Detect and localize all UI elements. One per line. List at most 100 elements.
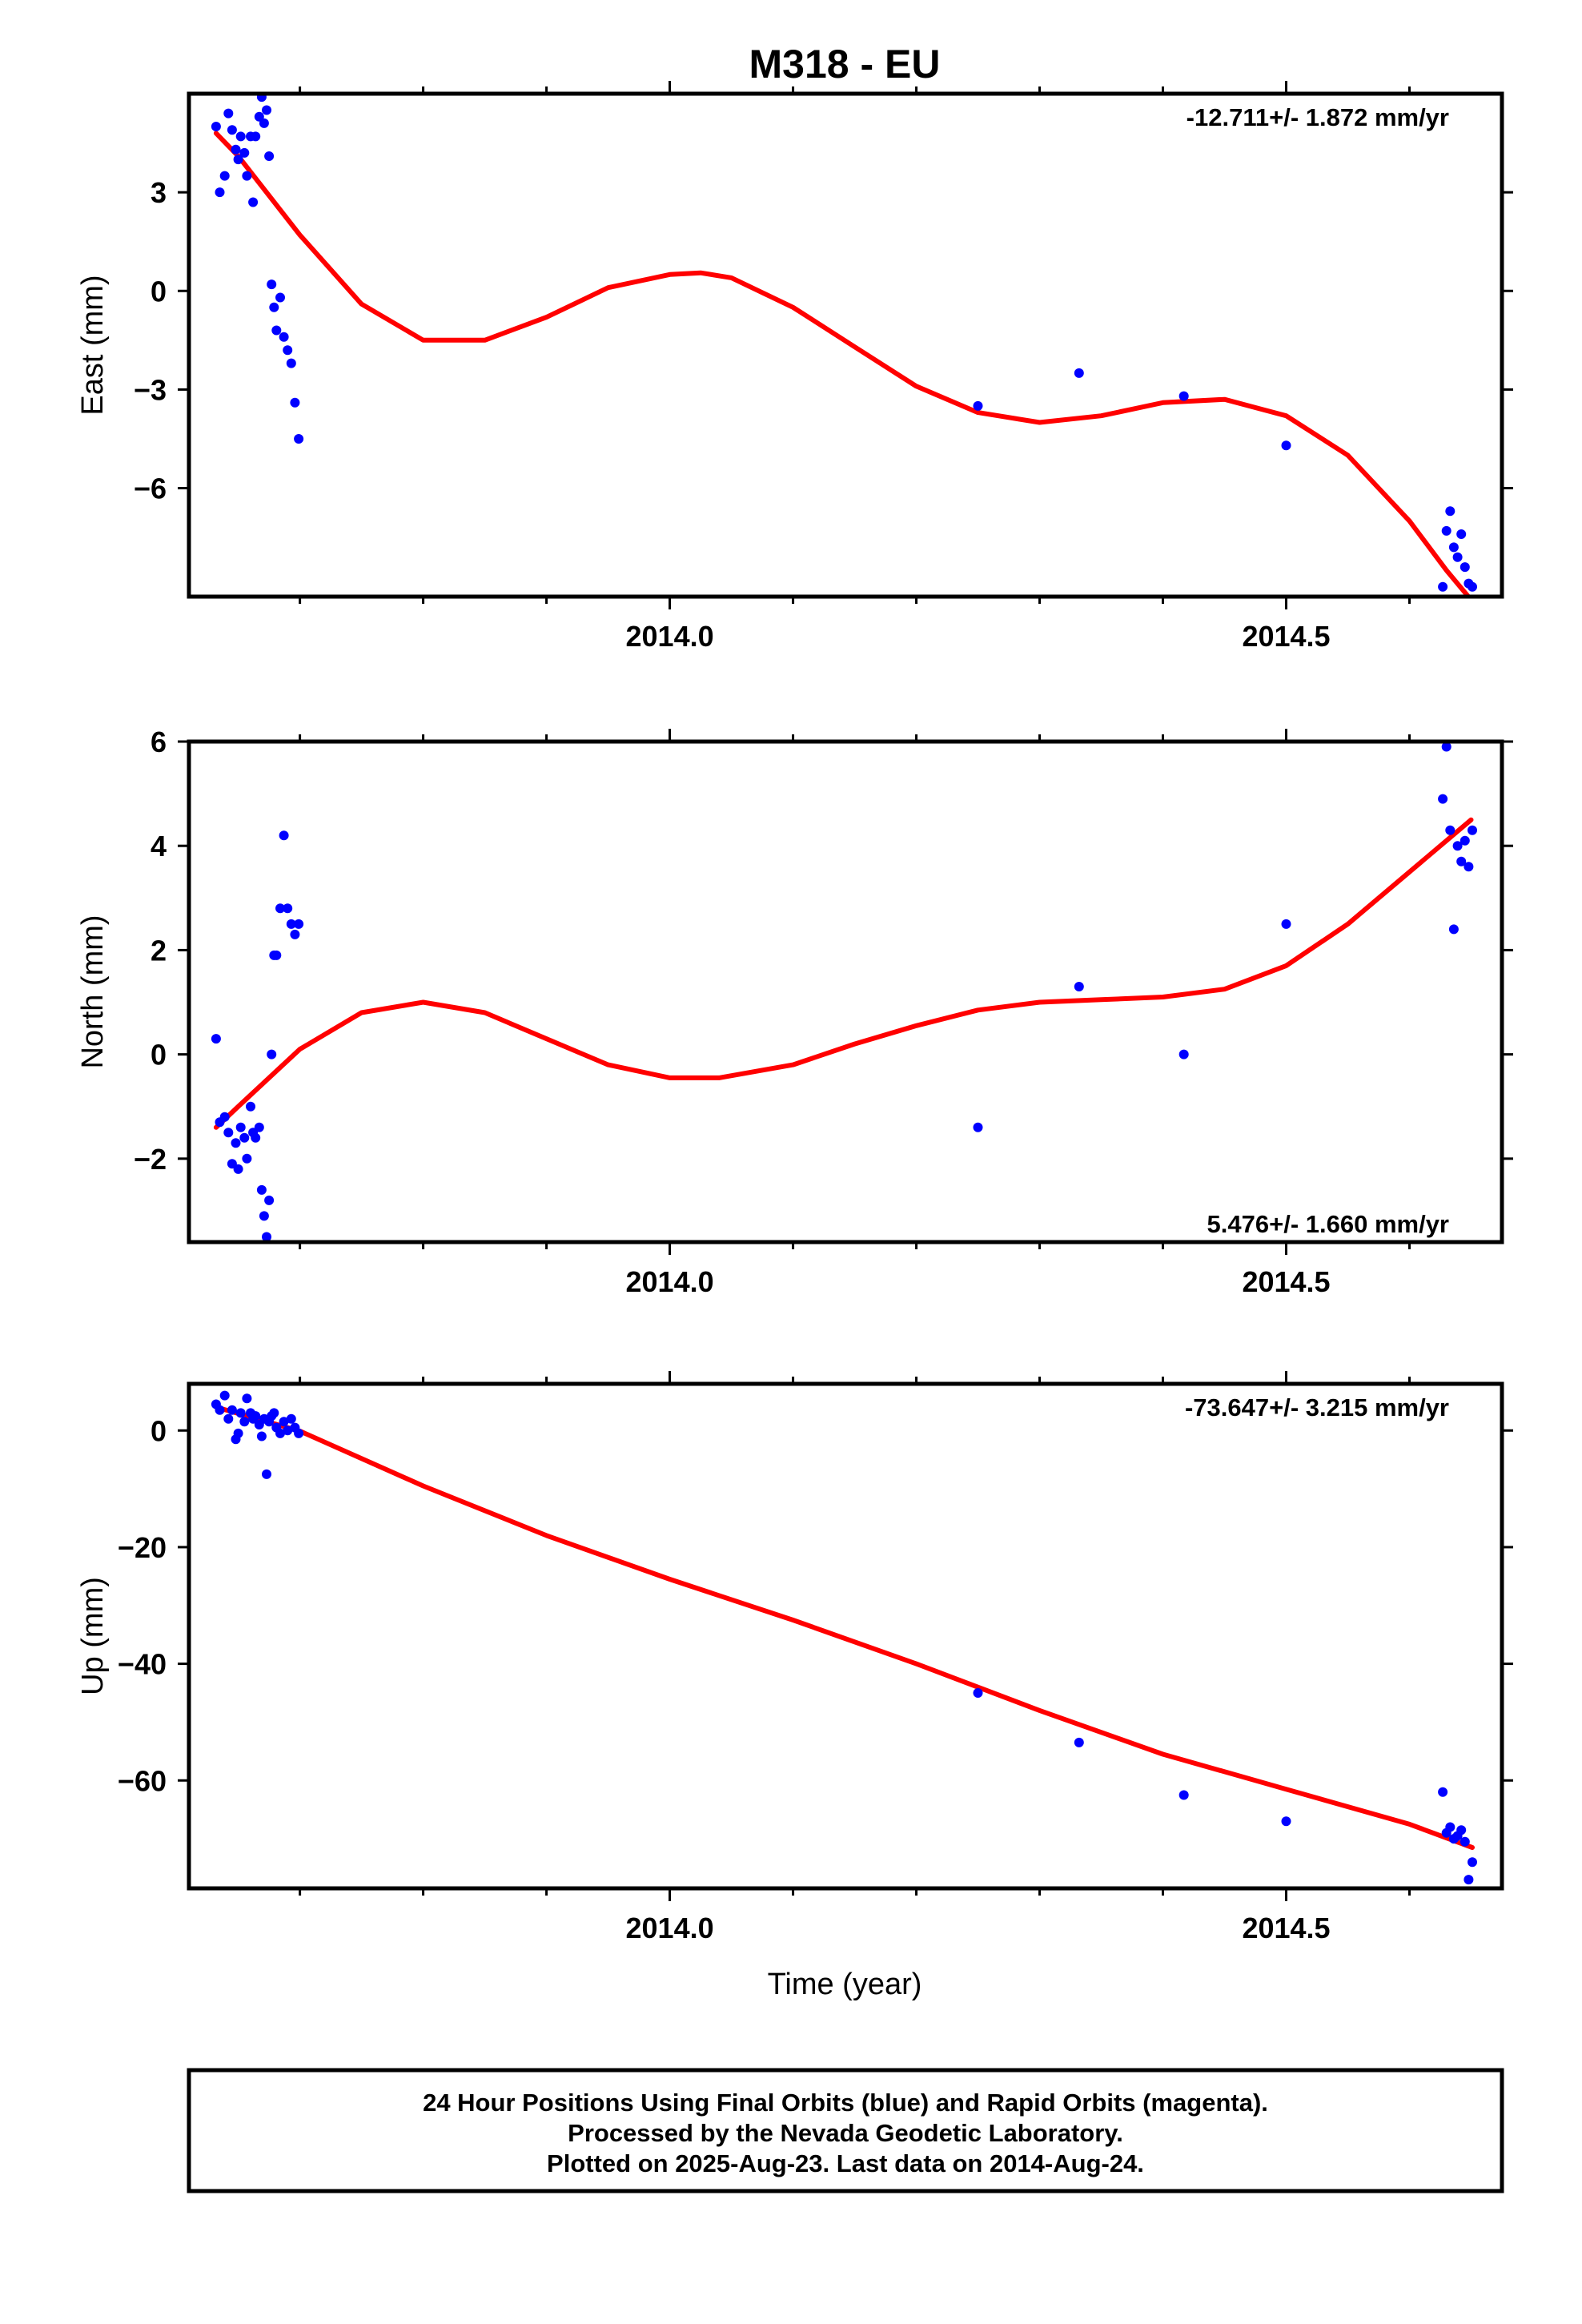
up-point bbox=[251, 1411, 261, 1421]
north-point bbox=[246, 1101, 255, 1112]
east-fit-line bbox=[213, 131, 1472, 597]
north-point bbox=[1441, 742, 1452, 752]
chart-title: M318 - EU bbox=[749, 42, 941, 86]
up-y-axis-label: Up (mm) bbox=[76, 1577, 110, 1695]
footer-box: 24 Hour Positions Using Final Orbits (bl… bbox=[187, 2068, 1504, 2193]
east-point bbox=[286, 358, 296, 368]
east-point bbox=[294, 434, 304, 444]
north-y-tick-label: 6 bbox=[151, 726, 167, 758]
up-frame bbox=[187, 1381, 1504, 1891]
up-point bbox=[279, 1417, 289, 1427]
up-point bbox=[1464, 1875, 1474, 1885]
north-panel: 6 4 2 0 −2 2014.0 2014.5 North (mm) 5.476+/- 1.6… bbox=[76, 726, 1513, 1298]
east-point bbox=[1074, 368, 1084, 378]
east-y-tick-label: −3 bbox=[134, 373, 167, 406]
east-point bbox=[1178, 391, 1189, 401]
east-point bbox=[233, 155, 243, 165]
up-point bbox=[1460, 1836, 1470, 1847]
up-point bbox=[239, 1417, 250, 1427]
up-point bbox=[286, 1413, 296, 1424]
east-point bbox=[219, 171, 230, 181]
north-point bbox=[271, 950, 282, 960]
east-point bbox=[1452, 552, 1463, 562]
up-x-tick-label: 2014.5 bbox=[1242, 1912, 1330, 1944]
east-rate-label: -12.711+/- 1.872 mm/yr bbox=[1186, 103, 1449, 131]
up-y-tick-label: 0 bbox=[151, 1414, 167, 1447]
east-point bbox=[259, 118, 269, 128]
up-y-tick-label: −20 bbox=[118, 1531, 167, 1564]
east-point bbox=[1460, 562, 1470, 573]
east-point bbox=[973, 400, 983, 411]
north-point bbox=[283, 903, 293, 914]
east-x-tick-label: 2014.0 bbox=[626, 620, 714, 653]
north-point bbox=[259, 1211, 269, 1221]
north-point bbox=[239, 1132, 250, 1143]
east-point bbox=[231, 144, 241, 155]
panels: 3 0 −3 −6 2014.0 2014.5 East (mm) -12.711+/- 1.… bbox=[76, 81, 1513, 1944]
east-point bbox=[235, 131, 246, 142]
east-point bbox=[1438, 581, 1448, 592]
up-point bbox=[283, 1425, 293, 1436]
up-point bbox=[262, 1469, 271, 1479]
up-point bbox=[269, 1408, 279, 1418]
up-point bbox=[215, 1405, 225, 1415]
north-point bbox=[1281, 919, 1291, 929]
north-point bbox=[1464, 862, 1474, 872]
north-point bbox=[262, 1232, 271, 1242]
up-y-tick-label: −60 bbox=[118, 1764, 167, 1797]
north-point bbox=[211, 1034, 221, 1044]
up-point bbox=[235, 1408, 246, 1418]
east-point bbox=[242, 171, 252, 181]
footer-line-3: Plotted on 2025-Aug-23. Last data on 201… bbox=[547, 2149, 1144, 2177]
up-y-tick-label: −40 bbox=[118, 1648, 167, 1681]
north-x-tick-label: 2014.5 bbox=[1242, 1265, 1330, 1298]
up-point bbox=[227, 1405, 237, 1415]
up-point bbox=[1438, 1787, 1448, 1797]
north-point bbox=[290, 929, 300, 939]
north-point bbox=[1074, 982, 1084, 991]
east-point bbox=[262, 105, 271, 115]
east-y-axis-label: East (mm) bbox=[76, 275, 110, 415]
north-point bbox=[254, 1122, 264, 1132]
up-point bbox=[223, 1413, 234, 1424]
east-y-tick-label: 0 bbox=[151, 275, 167, 308]
footer-frame bbox=[187, 2068, 1504, 2193]
north-point bbox=[973, 1122, 983, 1132]
east-point bbox=[1445, 506, 1456, 517]
up-point bbox=[242, 1393, 252, 1404]
north-point bbox=[279, 830, 289, 841]
footer-line-2: Processed by the Nevada Geodetic Laborat… bbox=[568, 2119, 1123, 2147]
east-point bbox=[223, 108, 234, 119]
up-point bbox=[1468, 1857, 1477, 1868]
north-point bbox=[294, 919, 304, 929]
north-fit-line bbox=[213, 817, 1474, 1130]
north-x-tick-label: 2014.0 bbox=[626, 1265, 714, 1298]
up-panel: 0 −20 −40 −60 2014.0 2014.5 Up (mm) -73.647+/- … bbox=[76, 1371, 1513, 1944]
north-point bbox=[275, 903, 285, 914]
north-point bbox=[267, 1049, 277, 1059]
east-point bbox=[283, 345, 293, 356]
east-point bbox=[279, 332, 289, 342]
north-point bbox=[1456, 856, 1467, 866]
east-point bbox=[251, 131, 261, 142]
east-point bbox=[254, 111, 264, 122]
north-point bbox=[1438, 794, 1448, 804]
north-point bbox=[256, 1184, 267, 1195]
footer-line-1: 24 Hour Positions Using Final Orbits (bl… bbox=[423, 2089, 1268, 2117]
east-panel: 3 0 −3 −6 2014.0 2014.5 East (mm) -12.711+/- 1.… bbox=[76, 81, 1513, 653]
north-rate-label: 5.476+/- 1.660 mm/yr bbox=[1207, 1210, 1449, 1238]
east-y-tick-label: −6 bbox=[134, 472, 167, 505]
north-point bbox=[235, 1122, 246, 1132]
east-point bbox=[267, 279, 277, 290]
north-y-tick-label: 4 bbox=[151, 830, 167, 862]
north-point bbox=[219, 1112, 230, 1122]
north-point bbox=[242, 1153, 252, 1164]
up-point bbox=[1281, 1816, 1291, 1827]
east-point bbox=[248, 197, 259, 207]
east-point bbox=[269, 302, 279, 312]
up-point bbox=[1178, 1790, 1189, 1800]
east-point bbox=[211, 122, 221, 131]
north-y-axis-label: North (mm) bbox=[76, 915, 110, 1068]
